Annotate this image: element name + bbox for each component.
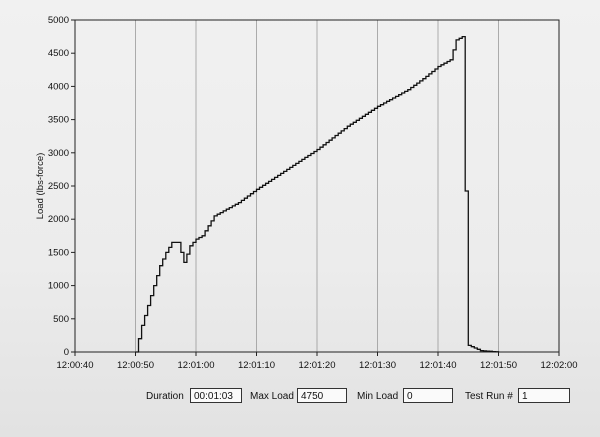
test-run-field: 1 bbox=[518, 388, 570, 403]
y-tick-label: 2500 bbox=[48, 181, 69, 192]
min-load-label: Min Load bbox=[357, 391, 399, 402]
x-tick-label: 12:01:10 bbox=[238, 360, 275, 371]
x-tick-label: 12:01:30 bbox=[359, 360, 396, 371]
x-tick-label: 12:00:40 bbox=[57, 360, 94, 371]
y-tick-label: 3500 bbox=[48, 115, 69, 126]
load-series-line bbox=[135, 35, 500, 353]
load-chart: 0 500 1000 1500 2000 2500 3000 3500 4000 4500 5000… bbox=[35, 15, 578, 371]
y-tick-label: 1000 bbox=[48, 281, 69, 292]
x-tick-label: 12:01:50 bbox=[480, 360, 517, 371]
y-tick-label: 3000 bbox=[48, 148, 69, 159]
y-axis: 0 500 1000 1500 2000 2500 3000 3500 4000 4500 5000 bbox=[48, 15, 75, 358]
x-tick-label: 12:02:00 bbox=[541, 360, 578, 371]
min-load-field: 0 bbox=[403, 388, 453, 403]
summary-bar: Duration 00:01:03 Max Load 4750 Min Load… bbox=[0, 386, 600, 410]
x-tick-label: 12:00:50 bbox=[117, 360, 154, 371]
y-tick-label: 0 bbox=[64, 347, 69, 358]
x-tick-label: 12:01:00 bbox=[178, 360, 215, 371]
max-load-field: 4750 bbox=[297, 388, 347, 403]
y-tick-label: 4000 bbox=[48, 81, 69, 92]
test-run-label: Test Run # bbox=[465, 391, 513, 402]
duration-field: 00:01:03 bbox=[190, 388, 242, 403]
x-axis: 12:00:40 12:00:50 12:01:00 12:01:10 12:01:20… bbox=[57, 352, 578, 371]
y-tick-label: 2000 bbox=[48, 214, 69, 225]
y-tick-label: 1500 bbox=[48, 247, 69, 258]
max-load-label: Max Load bbox=[250, 391, 294, 402]
duration-label: Duration bbox=[146, 391, 184, 402]
y-tick-label: 4500 bbox=[48, 48, 69, 59]
x-tick-label: 12:01:20 bbox=[299, 360, 336, 371]
y-axis-label: Load (lbs-force) bbox=[35, 153, 46, 220]
y-tick-label: 500 bbox=[53, 314, 69, 325]
grid-lines bbox=[135, 20, 499, 352]
y-tick-label: 5000 bbox=[48, 15, 69, 26]
x-tick-label: 12:01:40 bbox=[420, 360, 457, 371]
